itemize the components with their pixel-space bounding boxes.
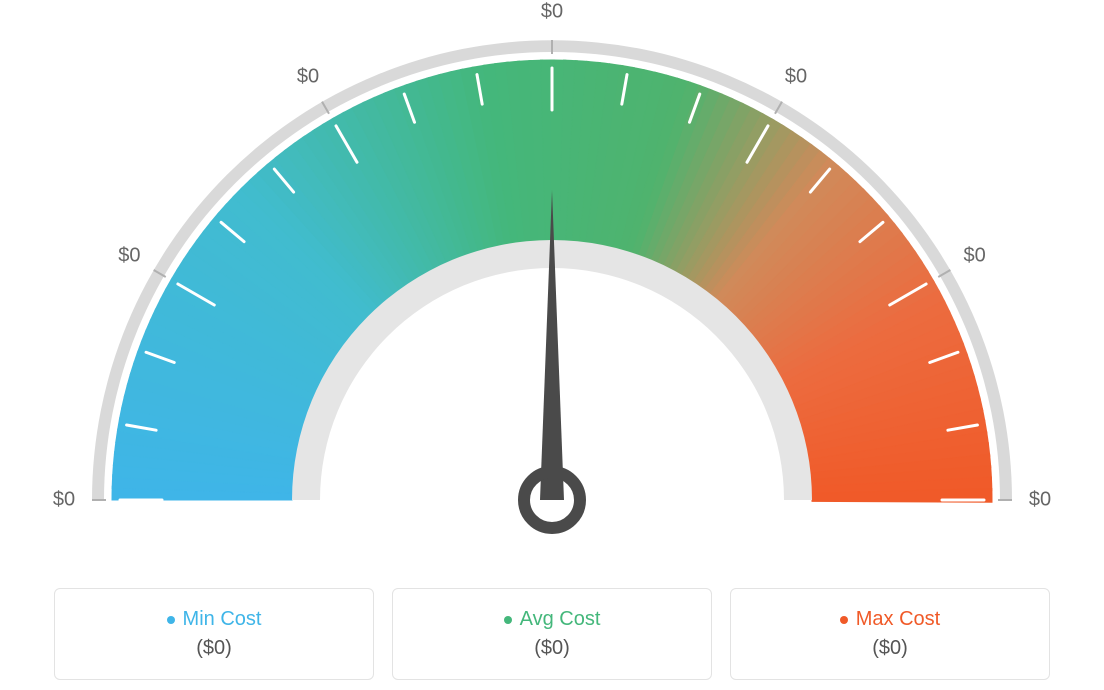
- tick-label-4: $0: [785, 66, 807, 89]
- tick-label-0: $0: [53, 489, 75, 512]
- legend-label-avg: Avg Cost: [520, 608, 601, 631]
- legend-row: Min Cost ($0) Avg Cost ($0) Max Cost ($0…: [0, 588, 1104, 680]
- legend-label-max: Max Cost: [856, 608, 940, 631]
- chart-container: $0 $0 $0 $0 $0 $0 $0 Min Cost ($0) Avg Cost ($…: [0, 0, 1104, 690]
- legend-value-max: ($0): [872, 637, 908, 660]
- legend-title-avg: Avg Cost: [504, 608, 601, 631]
- tick-label-2: $0: [297, 66, 319, 89]
- legend-value-avg: ($0): [534, 637, 570, 660]
- legend-card-avg: Avg Cost ($0): [392, 588, 712, 680]
- legend-label-min: Min Cost: [183, 608, 262, 631]
- legend-title-min: Min Cost: [167, 608, 262, 631]
- tick-label-6: $0: [1029, 489, 1051, 512]
- legend-dot-avg: [504, 616, 512, 624]
- gauge-svg: [0, 0, 1104, 560]
- tick-label-1: $0: [118, 245, 140, 268]
- legend-dot-max: [840, 616, 848, 624]
- gauge-chart-area: $0 $0 $0 $0 $0 $0 $0: [0, 0, 1104, 560]
- legend-value-min: ($0): [196, 637, 232, 660]
- tick-label-3: $0: [541, 1, 563, 24]
- legend-card-max: Max Cost ($0): [730, 588, 1050, 680]
- legend-dot-min: [167, 616, 175, 624]
- legend-card-min: Min Cost ($0): [54, 588, 374, 680]
- tick-label-5: $0: [963, 245, 985, 268]
- legend-title-max: Max Cost: [840, 608, 940, 631]
